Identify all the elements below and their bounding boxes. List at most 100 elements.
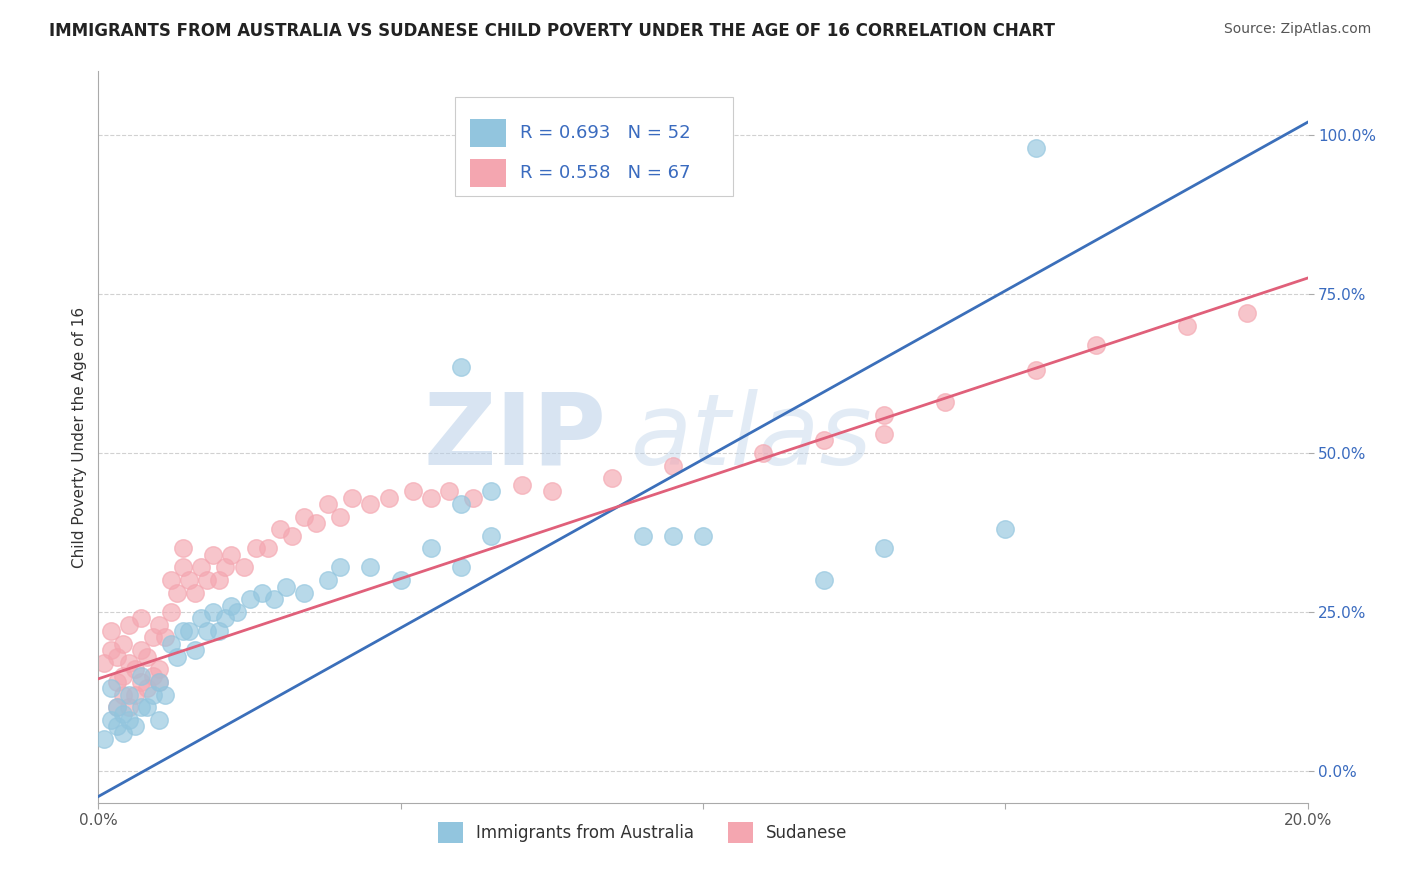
- Point: [934, 395, 956, 409]
- Point: [1024, 363, 1046, 377]
- Point: [274, 580, 297, 594]
- Point: [118, 617, 141, 632]
- Point: [329, 560, 352, 574]
- Point: [221, 548, 243, 562]
- Point: [166, 649, 188, 664]
- Point: [160, 605, 183, 619]
- Point: [179, 624, 201, 638]
- Point: [100, 713, 122, 727]
- Point: [105, 649, 128, 664]
- Point: [540, 484, 562, 499]
- Point: [190, 611, 212, 625]
- Point: [631, 529, 654, 543]
- Point: [208, 624, 231, 638]
- Point: [142, 688, 165, 702]
- Point: [873, 426, 896, 441]
- Point: [111, 637, 134, 651]
- Point: [214, 560, 236, 574]
- Point: [510, 477, 533, 491]
- Point: [129, 611, 152, 625]
- Point: [195, 624, 218, 638]
- Point: [752, 446, 775, 460]
- Point: [124, 719, 146, 733]
- Text: atlas: atlas: [630, 389, 872, 485]
- Point: [329, 509, 352, 524]
- Point: [148, 617, 170, 632]
- Point: [1236, 306, 1258, 320]
- Text: IMMIGRANTS FROM AUSTRALIA VS SUDANESE CHILD POVERTY UNDER THE AGE OF 16 CORRELAT: IMMIGRANTS FROM AUSTRALIA VS SUDANESE CH…: [49, 22, 1056, 40]
- Point: [263, 592, 285, 607]
- Point: [661, 529, 683, 543]
- Point: [93, 732, 115, 747]
- Point: [450, 360, 472, 375]
- Point: [377, 491, 399, 505]
- Point: [402, 484, 425, 499]
- Text: R = 0.558   N = 67: R = 0.558 N = 67: [520, 164, 690, 182]
- Point: [184, 643, 207, 657]
- Point: [190, 560, 212, 574]
- Point: [135, 681, 157, 696]
- Point: [166, 586, 188, 600]
- Point: [184, 586, 207, 600]
- Point: [420, 491, 443, 505]
- Point: [105, 675, 128, 690]
- Point: [342, 491, 364, 505]
- Point: [481, 529, 503, 543]
- Point: [135, 700, 157, 714]
- Point: [202, 605, 225, 619]
- Point: [250, 586, 273, 600]
- Point: [111, 688, 134, 702]
- Point: [129, 700, 152, 714]
- Point: [129, 675, 152, 690]
- Point: [135, 649, 157, 664]
- Point: [994, 522, 1017, 536]
- Point: [124, 662, 146, 676]
- Point: [214, 611, 236, 625]
- Text: Source: ZipAtlas.com: Source: ZipAtlas.com: [1223, 22, 1371, 37]
- Point: [481, 484, 503, 499]
- Text: ZIP: ZIP: [423, 389, 606, 485]
- Point: [360, 560, 382, 574]
- Point: [111, 726, 134, 740]
- Point: [118, 713, 141, 727]
- Point: [269, 522, 291, 536]
- Point: [105, 719, 128, 733]
- FancyBboxPatch shape: [470, 119, 506, 146]
- Point: [360, 497, 382, 511]
- Legend: Immigrants from Australia, Sudanese: Immigrants from Australia, Sudanese: [432, 815, 853, 849]
- Point: [142, 631, 165, 645]
- Point: [172, 560, 194, 574]
- Point: [179, 573, 201, 587]
- Point: [873, 408, 896, 422]
- Point: [813, 573, 835, 587]
- Text: R = 0.693   N = 52: R = 0.693 N = 52: [520, 124, 690, 142]
- Point: [100, 624, 122, 638]
- Point: [1175, 318, 1198, 333]
- Y-axis label: Child Poverty Under the Age of 16: Child Poverty Under the Age of 16: [72, 307, 87, 567]
- Point: [172, 541, 194, 556]
- Point: [389, 573, 412, 587]
- Point: [316, 497, 339, 511]
- Point: [239, 592, 262, 607]
- Point: [873, 541, 896, 556]
- Point: [292, 586, 315, 600]
- Point: [129, 668, 152, 682]
- Point: [437, 484, 460, 499]
- Point: [195, 573, 218, 587]
- Point: [463, 491, 485, 505]
- Point: [232, 560, 254, 574]
- Point: [118, 700, 141, 714]
- Point: [226, 605, 249, 619]
- Point: [148, 713, 170, 727]
- Point: [160, 637, 183, 651]
- Point: [1085, 338, 1108, 352]
- Point: [202, 548, 225, 562]
- Point: [692, 529, 714, 543]
- Point: [142, 668, 165, 682]
- Point: [221, 599, 243, 613]
- Point: [420, 541, 443, 556]
- Point: [148, 675, 170, 690]
- Point: [450, 497, 472, 511]
- Point: [160, 573, 183, 587]
- Point: [105, 700, 128, 714]
